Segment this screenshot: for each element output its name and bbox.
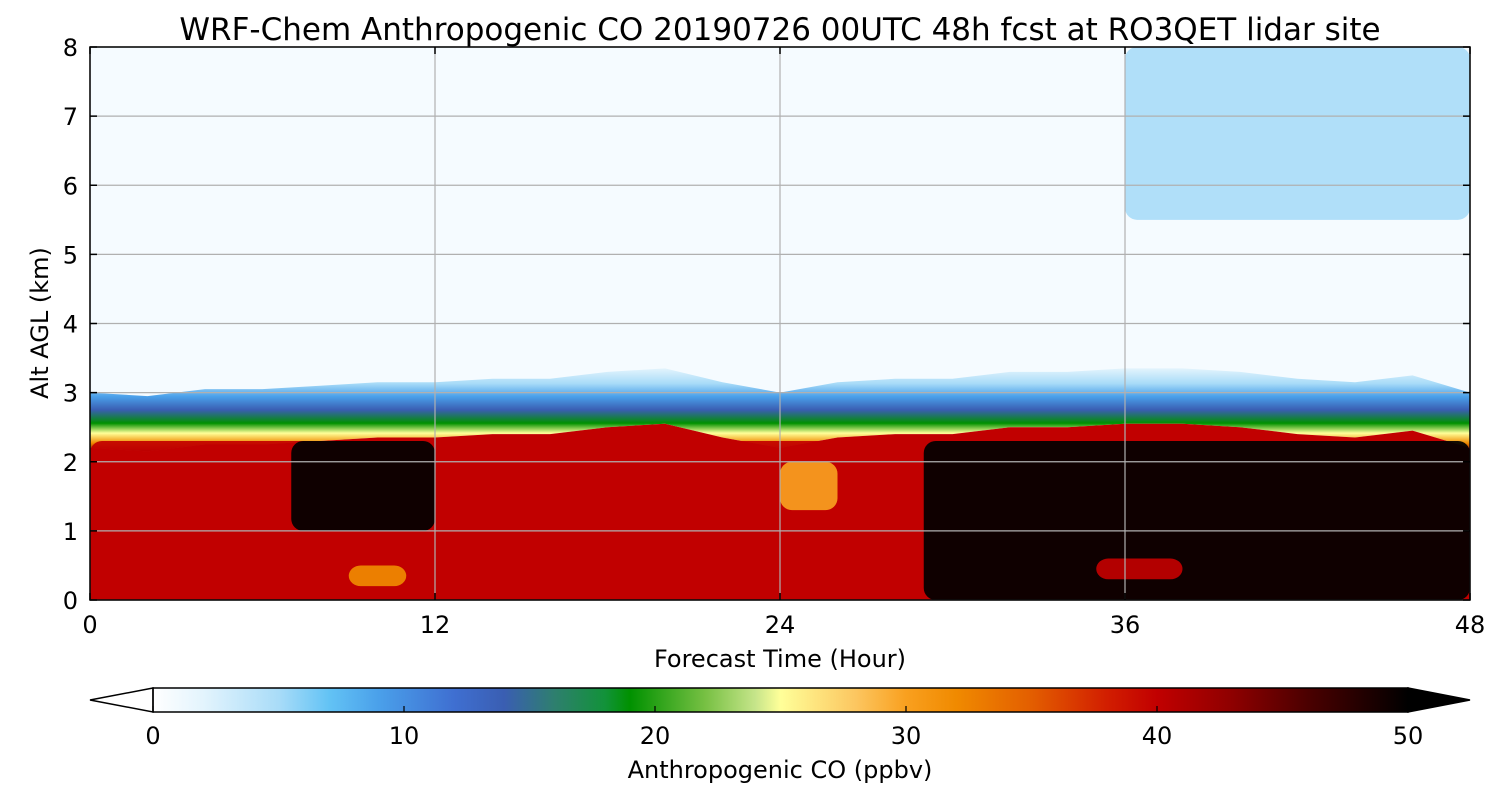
x-tick-label: 24	[765, 611, 796, 639]
x-tick-label: 48	[1455, 611, 1486, 639]
co-region-7	[1096, 558, 1183, 580]
x-tick-label: 0	[82, 611, 97, 639]
x-axis-label: Forecast Time (Hour)	[654, 645, 906, 673]
x-tick-label: 36	[1110, 611, 1141, 639]
y-tick-label: 4	[63, 311, 78, 339]
co-region-4	[923, 441, 1470, 600]
y-tick-label: 3	[63, 380, 78, 408]
colorbar-extend-min	[89, 687, 154, 713]
co-region-3	[291, 441, 435, 531]
colorbar-tick-label: 0	[145, 722, 160, 750]
co-region-6	[780, 461, 838, 511]
co-region-5	[348, 565, 407, 587]
x-axis-ticks: 0 12 24 36 48	[82, 47, 1485, 639]
y-axis-label: Alt AGL (km)	[26, 247, 54, 399]
y-tick-label: 8	[63, 34, 78, 62]
y-tick-label: 2	[63, 449, 78, 477]
x-tick-label: 12	[420, 611, 451, 639]
colorbar-extend-max	[1407, 687, 1471, 713]
chart-title: WRF-Chem Anthropogenic CO 20190726 00UTC…	[179, 12, 1380, 48]
y-axis-ticks: 0 1 2 3 4 5 6 7 8	[63, 34, 1470, 615]
colorbar-tick-label: 10	[389, 722, 420, 750]
colorbar-gradient	[153, 688, 1408, 712]
colorbar-ticks: 0 10 20 30 40 50	[145, 706, 1423, 750]
colorbar: 0 10 20 30 40 50	[89, 687, 1471, 750]
y-tick-label: 6	[63, 172, 78, 200]
colorbar-frame	[152, 687, 1409, 713]
colorbar-tick-label: 50	[1393, 722, 1424, 750]
y-tick-label: 7	[63, 103, 78, 131]
co-region-1	[1125, 47, 1470, 220]
colorbar-label: Anthropogenic CO (ppbv)	[628, 756, 933, 784]
y-tick-label: 0	[63, 587, 78, 615]
colorbar-tick-label: 40	[1142, 722, 1173, 750]
colorbar-tick-label: 20	[640, 722, 671, 750]
y-tick-label: 5	[63, 241, 78, 269]
y-tick-label: 1	[63, 518, 78, 546]
colorbar-tick-label: 30	[891, 722, 922, 750]
